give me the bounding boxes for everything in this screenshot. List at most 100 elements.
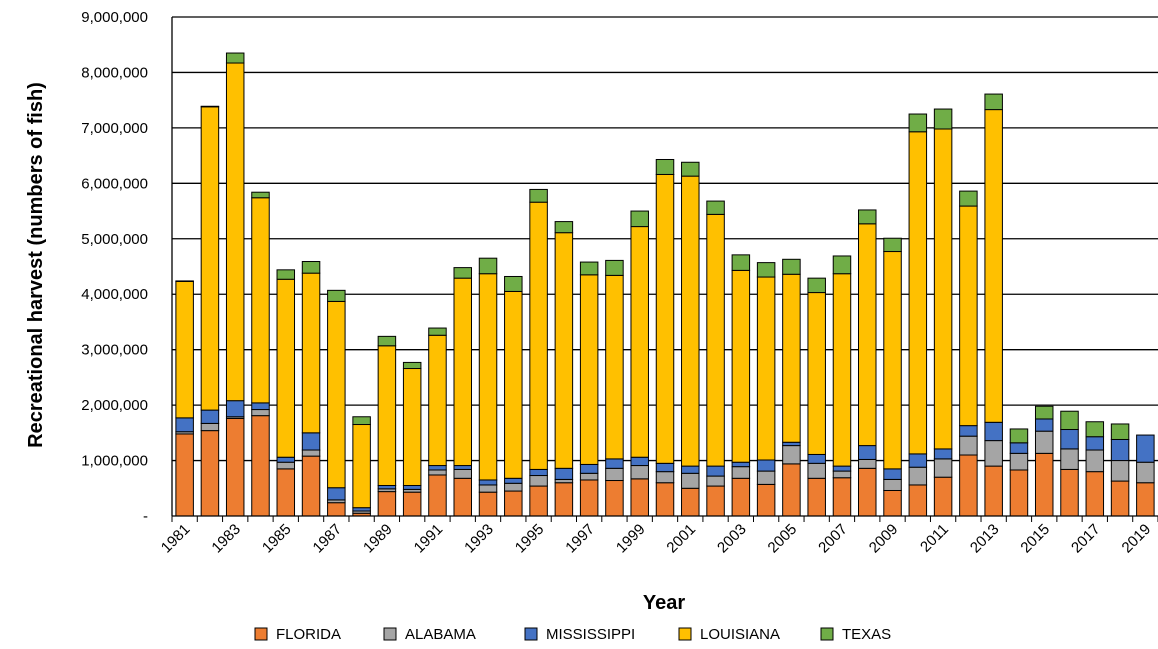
bar-louisiana-1995 — [529, 201, 548, 470]
bar-texas-2016 — [1060, 410, 1079, 431]
bar-louisiana-2012 — [959, 205, 978, 427]
bar-louisiana-1986 — [301, 272, 321, 434]
bar-texas-1984 — [251, 191, 270, 199]
bar-texas-1999 — [630, 210, 649, 228]
bar-louisiana-2003 — [731, 269, 751, 463]
bar-alabama-1982 — [200, 422, 220, 432]
bar-texas-2011 — [933, 108, 953, 130]
bar-louisiana-1999 — [630, 226, 649, 458]
bar-texas-2000 — [655, 158, 675, 175]
bar-alabama-2006 — [807, 462, 826, 479]
bar-texas-1996 — [554, 221, 574, 234]
bar-texas-2013 — [984, 93, 1003, 111]
bar-louisiana-1993 — [478, 273, 498, 481]
x-tick-label: 2009 — [866, 521, 902, 557]
bar-alabama-2001 — [681, 472, 700, 489]
bar-texas-1985 — [276, 269, 296, 280]
bar-texas-1993 — [478, 257, 498, 275]
bar-mississippi-1995 — [529, 468, 548, 477]
bar-florida-2009 — [883, 489, 902, 517]
bar-mississippi-2019 — [1136, 434, 1155, 463]
bar-mississippi-1987 — [327, 487, 346, 501]
bar-louisiana-1992 — [453, 277, 472, 467]
bar-texas-1991 — [428, 327, 447, 336]
bar-texas-2014 — [1009, 428, 1029, 444]
bar-florida-2010 — [908, 484, 928, 517]
bar-florida-2019 — [1136, 482, 1155, 517]
bar-mississippi-2014 — [1009, 442, 1029, 454]
bar-alabama-2013 — [984, 440, 1003, 467]
bar-florida-2011 — [933, 476, 953, 517]
x-tick-label: 2013 — [967, 521, 1003, 557]
bar-texas-2001 — [681, 161, 700, 177]
x-tick-label: 1999 — [613, 521, 649, 557]
bar-louisiana-2008 — [858, 223, 877, 447]
bar-louisiana-2010 — [908, 131, 928, 455]
bar-alabama-2012 — [959, 435, 978, 456]
bar-alabama-1992 — [453, 468, 472, 479]
bar-texas-2005 — [782, 258, 801, 275]
y-tick-label: 7,000,000 — [81, 120, 148, 137]
bar-alabama-2000 — [655, 471, 675, 484]
bar-alabama-1999 — [630, 465, 649, 480]
bar-florida-1985 — [276, 468, 296, 517]
bar-mississippi-2000 — [655, 462, 675, 473]
bar-louisiana-1994 — [504, 290, 523, 479]
bar-texas-2008 — [858, 209, 877, 225]
bar-florida-2008 — [858, 467, 877, 517]
bar-louisiana-1985 — [276, 278, 296, 458]
bar-mississippi-2004 — [756, 459, 776, 472]
bar-alabama-1993 — [478, 484, 498, 493]
bar-mississippi-1983 — [225, 400, 245, 418]
y-tick-label: 5,000,000 — [81, 231, 148, 248]
bar-texas-2010 — [908, 113, 928, 133]
bar-alabama-2008 — [858, 458, 877, 469]
bar-mississippi-1990 — [402, 485, 422, 490]
bar-alabama-2004 — [756, 470, 776, 485]
bar-mississippi-2017 — [1085, 436, 1105, 451]
bar-florida-1986 — [301, 455, 321, 517]
bar-florida-2013 — [984, 465, 1003, 517]
bar-alabama-2009 — [883, 478, 902, 491]
bar-mississippi-2015 — [1034, 418, 1054, 432]
bar-louisiana-2013 — [984, 109, 1003, 423]
y-tick-labels: - 1,000,000 2,000,000 3,000,000 4,000,000 5,0… — [81, 9, 148, 525]
bar-florida-2007 — [832, 477, 852, 517]
legend-label-mississippi: MISSISSIPPI — [546, 626, 635, 643]
bar-alabama-1995 — [529, 475, 548, 487]
bar-texas-2017 — [1085, 421, 1105, 438]
legend-swatch-alabama — [383, 627, 397, 641]
x-tick-label: 1993 — [461, 521, 497, 557]
bar-louisiana-2011 — [933, 128, 953, 450]
bar-louisiana-1990 — [402, 368, 422, 487]
bar-louisiana-1987 — [327, 300, 346, 489]
bar-mississippi-1999 — [630, 456, 649, 467]
bar-mississippi-2011 — [933, 448, 953, 460]
x-tick-label: 1995 — [512, 521, 548, 557]
bar-louisiana-1988 — [352, 424, 371, 509]
x-tick-label: 2001 — [663, 521, 699, 557]
bar-louisiana-1982 — [200, 106, 220, 411]
bar-texas-1983 — [225, 52, 245, 64]
x-tick-labels: 1981 1983 1985 1987 1989 1991 1993 1995 1997 1999… — [158, 521, 1154, 557]
bar-texas-1988 — [352, 416, 371, 426]
bar-florida-1991 — [428, 474, 447, 517]
bar-florida-2015 — [1034, 452, 1054, 517]
bar-texas-1992 — [453, 267, 472, 279]
x-tick-label: 2003 — [714, 521, 750, 557]
y-tick-label: 8,000,000 — [81, 64, 148, 81]
bar-texas-2012 — [959, 190, 978, 207]
bar-mississippi-1994 — [504, 477, 523, 484]
bar-florida-2005 — [782, 463, 801, 517]
bar-louisiana-1996 — [554, 232, 574, 469]
bar-texas-1989 — [377, 335, 397, 347]
bar-florida-1996 — [554, 482, 574, 517]
bar-texas-2003 — [731, 254, 751, 271]
bar-texas-1997 — [579, 261, 599, 276]
bar-florida-1984 — [251, 415, 270, 517]
bar-alabama-2016 — [1060, 448, 1079, 470]
bar-mississippi-1981 — [175, 417, 194, 433]
bar-florida-1999 — [630, 478, 649, 517]
x-tick-label: 2005 — [765, 521, 801, 557]
bar-mississippi-1991 — [428, 465, 447, 471]
